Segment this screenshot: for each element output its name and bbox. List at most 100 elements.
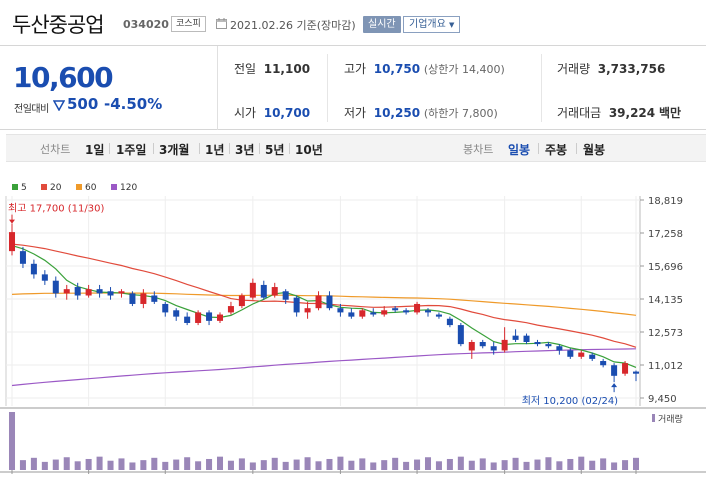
candle-body bbox=[632, 371, 640, 374]
candle-body bbox=[446, 318, 453, 326]
tab-divider bbox=[229, 143, 230, 154]
volume-bar bbox=[216, 456, 224, 470]
ma5-line bbox=[11, 245, 637, 368]
tab-1w[interactable]: 1주일 bbox=[116, 143, 147, 157]
volume-bar bbox=[96, 456, 103, 470]
x-axis: 11/3012/0912/1812/3001/1201/2102/0102/10… bbox=[0, 470, 706, 474]
candle-body bbox=[293, 297, 300, 313]
tab-1y[interactable]: 1년 bbox=[205, 143, 225, 157]
tab-monthly[interactable]: 월봉 bbox=[583, 143, 606, 157]
volume-bar bbox=[446, 458, 453, 470]
volume-bar bbox=[348, 460, 355, 470]
volume-bar bbox=[63, 457, 70, 470]
tab-5y[interactable]: 5년 bbox=[265, 143, 285, 157]
volume-bar bbox=[140, 460, 147, 470]
volume-bar bbox=[151, 457, 158, 470]
candle-body bbox=[622, 363, 629, 374]
candle-body bbox=[30, 263, 37, 275]
volume-bar bbox=[545, 457, 552, 470]
tab-weekly[interactable]: 주봉 bbox=[545, 143, 568, 157]
low-annotation: 최저 10,200 (02/24) bbox=[522, 395, 618, 407]
volume-bar bbox=[249, 462, 256, 470]
candle-body bbox=[479, 341, 486, 347]
y-axis: 18,819 17,258 15,696 14,135 12,573 11,012 9,45… bbox=[640, 196, 683, 405]
low-price: 저가 10,250 (하한가 7,800) bbox=[344, 104, 498, 121]
volume-legend-swatch bbox=[652, 414, 655, 422]
down-triangle-icon bbox=[53, 100, 65, 111]
y-tick-label: 18,819 bbox=[648, 196, 683, 207]
legend-label: 20 bbox=[50, 183, 62, 193]
tab-1d[interactable]: 1일 bbox=[85, 143, 105, 157]
volume-bar bbox=[600, 458, 607, 470]
volume-bar bbox=[490, 462, 497, 470]
volume-bar bbox=[19, 460, 26, 470]
tab-daily[interactable]: 일봉 bbox=[508, 143, 531, 157]
chart-grid bbox=[0, 196, 706, 409]
candle-body bbox=[545, 344, 552, 347]
amount-value: 39,224 bbox=[608, 106, 656, 120]
candle-body bbox=[348, 312, 355, 317]
calendar-icon bbox=[216, 18, 227, 29]
volume-bar bbox=[129, 462, 136, 470]
volume-bar bbox=[293, 459, 300, 470]
company-overview-label: 기업개요 bbox=[409, 19, 446, 30]
price-box: 10,600 전일대비 500 -4.50% bbox=[0, 46, 218, 130]
divider bbox=[541, 54, 542, 122]
candle-body bbox=[107, 291, 114, 296]
low-arrow-head bbox=[611, 383, 618, 388]
high-price: 고가 10,750 (상한가 14,400) bbox=[344, 60, 505, 77]
volume: 거래량 3,733,756 bbox=[557, 60, 665, 77]
high-value: 10,750 bbox=[373, 62, 421, 76]
volume-legend-label: 거래량 bbox=[658, 413, 683, 425]
y-tick-label: 11,012 bbox=[648, 361, 683, 372]
company-overview-button[interactable]: 기업개요 ▼ bbox=[403, 16, 461, 33]
volume-bar bbox=[534, 459, 541, 470]
volume-bar bbox=[479, 458, 486, 470]
date-text: 2021.02.26 기준(장마감) bbox=[230, 19, 356, 32]
legend-swatch bbox=[12, 184, 18, 190]
candle-body bbox=[534, 341, 541, 345]
low-value: 10,250 bbox=[373, 106, 421, 120]
volume-bar bbox=[173, 459, 180, 470]
legend-label: 60 bbox=[85, 183, 97, 193]
tab-10y[interactable]: 10년 bbox=[295, 143, 323, 157]
candle-body bbox=[403, 310, 410, 313]
volume-bar bbox=[567, 458, 574, 470]
legend-label: 120 bbox=[120, 183, 137, 193]
candle-body bbox=[578, 352, 585, 357]
realtime-button[interactable]: 실시간 bbox=[363, 16, 401, 33]
candle-body bbox=[52, 280, 59, 294]
candle-body bbox=[435, 314, 442, 317]
volume-bar bbox=[282, 461, 289, 470]
tab-3y[interactable]: 3년 bbox=[235, 143, 255, 157]
legend-swatch bbox=[76, 184, 82, 190]
volume-bar bbox=[74, 461, 81, 470]
volume-bar bbox=[30, 457, 37, 470]
candle-body bbox=[381, 310, 388, 315]
candle-body bbox=[512, 335, 519, 340]
change-amount: 500 bbox=[67, 95, 99, 113]
lower-limit: (하한가 7,800) bbox=[423, 107, 498, 120]
volume-bar bbox=[501, 460, 508, 470]
volume-bar bbox=[414, 459, 421, 470]
volume-bar bbox=[238, 458, 245, 470]
stock-code: 034020 bbox=[123, 18, 169, 31]
candle-body bbox=[19, 251, 26, 264]
volume-bar bbox=[589, 460, 596, 470]
volume-bar bbox=[326, 458, 333, 470]
candle-body bbox=[129, 293, 136, 304]
candle-body bbox=[589, 354, 596, 359]
y-tick-label: 15,696 bbox=[648, 262, 683, 273]
candle-body bbox=[501, 339, 508, 351]
candle-body bbox=[63, 289, 70, 294]
tab-3m[interactable]: 3개월 bbox=[159, 143, 190, 157]
legend-label: 5 bbox=[21, 183, 27, 193]
price-summary: 10,600 전일대비 500 -4.50% 전일 11,100 시가 10,7… bbox=[0, 46, 706, 130]
volume-bar bbox=[8, 412, 16, 470]
high-annotation: 최고 17,700 (11/30) bbox=[8, 203, 104, 215]
open-label: 시가 bbox=[234, 106, 257, 120]
candles bbox=[8, 223, 640, 383]
y-tick-label: 12,573 bbox=[648, 328, 683, 339]
volume-bar bbox=[392, 457, 399, 470]
stock-name: 두산중공업 bbox=[12, 13, 105, 37]
